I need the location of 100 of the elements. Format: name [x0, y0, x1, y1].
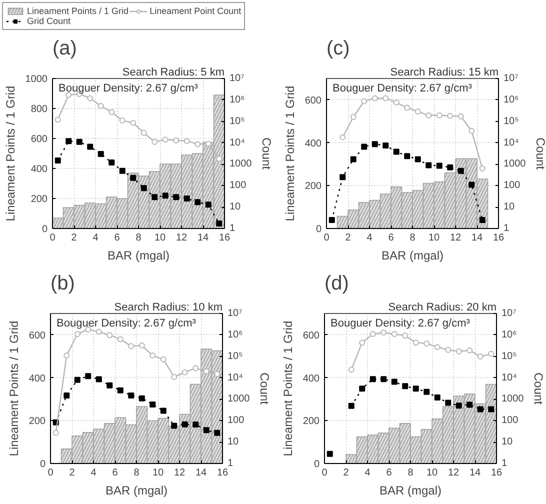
point — [340, 134, 346, 140]
point — [477, 354, 484, 360]
y-axis-title: Lineament Points / 1 Grid — [282, 86, 297, 222]
y2-tick-label: 1 — [230, 223, 236, 234]
point — [64, 352, 70, 358]
y2-tick-label: 10 — [228, 436, 240, 448]
point — [152, 138, 158, 145]
y-tick-label: 200 — [30, 194, 48, 205]
point — [171, 374, 178, 380]
point — [76, 138, 82, 145]
y2-tick-label: 100 — [228, 415, 245, 426]
x-tick-label: 4 — [92, 232, 99, 244]
point — [128, 343, 134, 350]
y2-tick-label: 10⁵ — [502, 350, 517, 362]
point — [424, 388, 430, 395]
y-tick-label: 0 — [42, 224, 48, 235]
point — [447, 112, 454, 119]
point — [87, 144, 94, 150]
point — [138, 342, 145, 349]
annotation: Bouguer Density: 2.67 g/cm³ — [332, 82, 472, 94]
x-tick-label: 6 — [388, 232, 394, 244]
point — [205, 202, 212, 208]
y2-tick-label: 10⁴ — [502, 372, 517, 384]
point — [426, 162, 432, 168]
x-tick-label: 8 — [408, 468, 414, 478]
point — [382, 142, 389, 148]
point — [372, 141, 378, 148]
point — [150, 401, 156, 408]
y2-tick-label: 10⁵ — [230, 116, 245, 127]
point — [184, 196, 190, 202]
point — [380, 329, 387, 336]
point — [445, 400, 452, 406]
point — [326, 450, 333, 457]
chart-title: (d) — [324, 272, 349, 294]
point — [391, 331, 398, 338]
y2-tick-label: 100 — [504, 180, 521, 192]
y2-tick-label: 10⁵ — [228, 350, 243, 362]
y-axis-title: Lineament Points / 1 Grid — [280, 320, 295, 456]
point — [404, 104, 410, 111]
y2-tick-label: 1000 — [502, 394, 524, 405]
legend-label: Lineament Points / 1 Grid — [27, 6, 129, 16]
y2-tick-label: 10 — [502, 436, 514, 448]
x-tick-label: 14 — [195, 468, 207, 478]
point — [414, 156, 421, 162]
point — [426, 112, 432, 118]
y2-tick-label: 1000 — [504, 158, 526, 170]
x-tick-label: 10 — [154, 232, 166, 244]
y2-axis-title: Count — [258, 372, 272, 406]
point — [479, 166, 486, 172]
y2-tick-label: 10⁴ — [230, 137, 245, 148]
y2-tick-label: 10⁶ — [228, 329, 243, 340]
x-tick-label: 6 — [114, 232, 120, 244]
point — [468, 182, 475, 188]
y2-tick-label: 1 — [504, 223, 510, 234]
point — [64, 392, 70, 398]
y2-tick-label: 100 — [502, 415, 519, 426]
point — [192, 422, 199, 428]
x-tick-label: 16 — [216, 468, 228, 478]
point — [456, 348, 462, 354]
y2-tick-label: 1 — [228, 458, 234, 469]
point — [370, 376, 376, 382]
x-tick-label: 12 — [450, 232, 462, 244]
x-tick-label: 10 — [428, 232, 440, 244]
point — [52, 430, 59, 436]
y-tick-label: 200 — [28, 416, 46, 428]
point — [119, 168, 126, 174]
y2-tick-label: 100 — [230, 180, 247, 192]
point — [54, 116, 61, 123]
point — [140, 130, 147, 136]
point — [434, 344, 440, 350]
x-tick-label: 2 — [343, 468, 350, 478]
y2-tick-label: 10⁷ — [502, 308, 517, 319]
point — [162, 192, 168, 199]
point — [130, 120, 136, 126]
y2-tick-label: 10⁴ — [504, 137, 519, 148]
point — [434, 394, 440, 401]
y-axis-title: Lineament Points / 1 Grid — [3, 86, 18, 222]
chart-title: (a) — [52, 38, 77, 60]
annotation: Search Radius: 5 km — [122, 66, 225, 78]
point — [192, 365, 199, 372]
point — [340, 174, 346, 180]
point — [468, 128, 475, 134]
y-tick-label: 400 — [302, 373, 320, 384]
y2-axis-title: Count — [532, 372, 546, 406]
point — [117, 336, 124, 342]
point — [436, 162, 442, 169]
y2-tick-label: 10 — [230, 202, 242, 213]
point — [359, 340, 366, 346]
point — [128, 392, 134, 398]
point — [98, 150, 104, 157]
point — [96, 376, 102, 382]
point — [382, 95, 389, 102]
x-axis-title: BAR (mgal) — [105, 484, 168, 498]
x-tick-label: 12 — [174, 468, 186, 478]
y2-tick-label: 10⁵ — [504, 116, 519, 127]
point — [458, 113, 464, 120]
point — [404, 153, 410, 160]
point — [328, 216, 335, 223]
point — [171, 422, 178, 429]
x-tick-label: 0 — [50, 232, 56, 244]
